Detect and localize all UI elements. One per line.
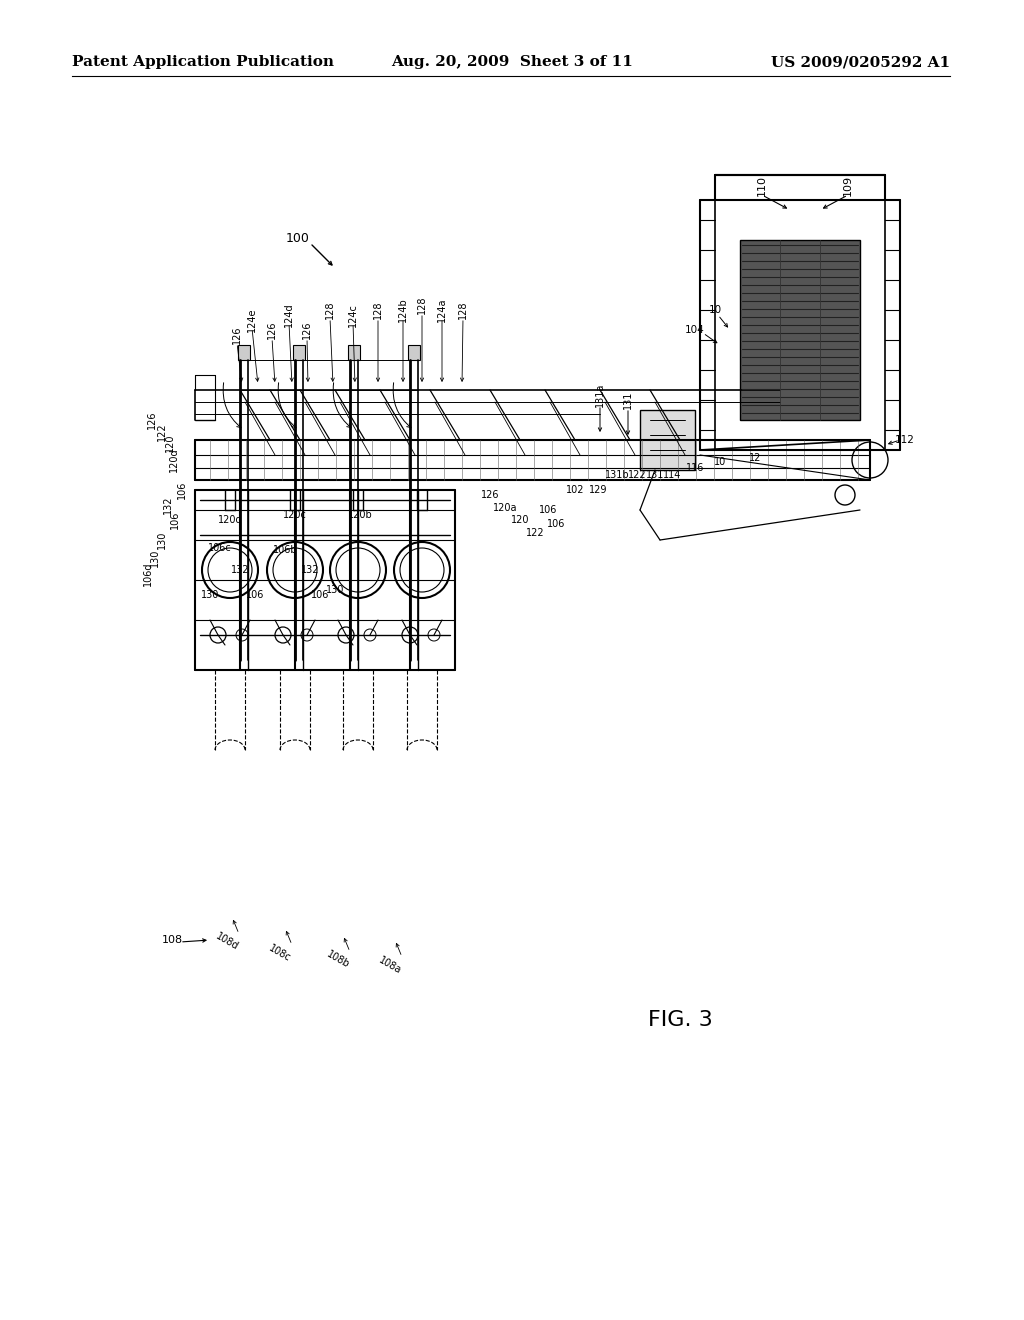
Text: 112: 112 — [895, 436, 914, 445]
Text: Patent Application Publication: Patent Application Publication — [72, 55, 334, 69]
Text: 120a: 120a — [493, 503, 517, 513]
Text: 120d: 120d — [218, 515, 243, 525]
Text: 131: 131 — [623, 391, 633, 409]
Text: 130: 130 — [150, 549, 160, 568]
Text: 108: 108 — [162, 935, 182, 945]
Text: 124e: 124e — [247, 308, 257, 333]
Text: 106: 106 — [547, 519, 565, 529]
Text: 124d: 124d — [284, 302, 294, 327]
Text: 132: 132 — [301, 565, 319, 576]
Text: 102: 102 — [565, 484, 585, 495]
Bar — [740, 240, 860, 420]
Text: 120: 120 — [165, 434, 175, 453]
Text: 124b: 124b — [398, 297, 408, 322]
Text: 120d: 120d — [169, 447, 179, 473]
Text: 131a: 131a — [595, 383, 605, 407]
Text: 126: 126 — [267, 321, 278, 339]
Text: 120c: 120c — [283, 510, 307, 520]
Text: 12: 12 — [749, 453, 761, 463]
Bar — [348, 345, 360, 360]
Text: Aug. 20, 2009  Sheet 3 of 11: Aug. 20, 2009 Sheet 3 of 11 — [391, 55, 633, 69]
Text: 124a: 124a — [437, 298, 447, 322]
Bar — [293, 345, 305, 360]
Text: 128: 128 — [325, 301, 335, 319]
Text: 106: 106 — [177, 480, 187, 499]
Text: 130: 130 — [326, 585, 344, 595]
Text: 100: 100 — [286, 231, 310, 244]
Text: 106b: 106b — [272, 545, 297, 554]
Text: 128: 128 — [373, 301, 383, 319]
Text: 106: 106 — [311, 590, 329, 601]
Text: 126: 126 — [147, 411, 157, 429]
Text: 108b: 108b — [325, 949, 351, 970]
Text: FIG. 3: FIG. 3 — [647, 1010, 713, 1030]
Text: 130: 130 — [201, 590, 219, 601]
Bar — [640, 411, 695, 470]
Text: 106: 106 — [246, 590, 264, 601]
Text: 106d: 106d — [143, 562, 153, 586]
Text: 114: 114 — [663, 470, 681, 480]
Text: 120b: 120b — [347, 510, 373, 520]
Text: 126: 126 — [302, 321, 312, 339]
Bar — [408, 345, 420, 360]
Text: 126: 126 — [480, 490, 500, 500]
Text: 106: 106 — [539, 506, 557, 515]
Text: 116: 116 — [686, 463, 705, 473]
Text: 108c: 108c — [267, 942, 293, 964]
Text: 128: 128 — [458, 301, 468, 319]
Bar — [238, 345, 250, 360]
Text: 109: 109 — [843, 174, 853, 195]
Text: 104: 104 — [685, 325, 705, 335]
Text: 106: 106 — [170, 511, 180, 529]
Text: 131: 131 — [646, 470, 665, 480]
Text: 10: 10 — [714, 457, 726, 467]
Text: 122: 122 — [157, 422, 167, 441]
Text: 132: 132 — [163, 496, 173, 515]
Text: 10: 10 — [709, 305, 722, 315]
Text: 108a: 108a — [377, 954, 403, 975]
Text: US 2009/0205292 A1: US 2009/0205292 A1 — [771, 55, 950, 69]
Text: 120: 120 — [511, 515, 529, 525]
Text: 122: 122 — [525, 528, 545, 539]
Text: 132: 132 — [230, 565, 249, 576]
Text: 126: 126 — [232, 326, 242, 345]
Text: 131b: 131b — [605, 470, 630, 480]
Text: 110: 110 — [757, 174, 767, 195]
Text: 106c: 106c — [208, 543, 231, 553]
Text: 129: 129 — [589, 484, 607, 495]
Text: 128: 128 — [417, 296, 427, 314]
Text: 124c: 124c — [348, 304, 358, 327]
Text: 108d: 108d — [214, 932, 240, 953]
Text: 130: 130 — [157, 531, 167, 549]
Text: 122: 122 — [628, 470, 646, 480]
